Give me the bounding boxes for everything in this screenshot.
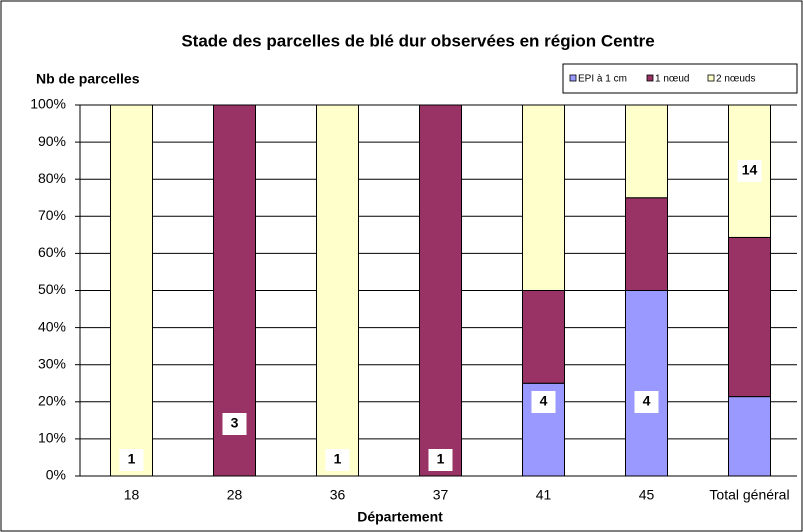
bar-segment bbox=[110, 104, 153, 477]
x-tick-label: 36 bbox=[330, 487, 346, 503]
y-tick-label: 90% bbox=[38, 133, 66, 149]
x-tick-label: 45 bbox=[639, 487, 655, 503]
bar-segment bbox=[728, 236, 771, 398]
x-tick-label: 28 bbox=[227, 487, 243, 503]
legend-swatch bbox=[646, 74, 654, 82]
legend-label: 2 nœuds bbox=[716, 74, 755, 85]
y-tick-label: 40% bbox=[38, 318, 66, 334]
bar-segment bbox=[316, 104, 359, 477]
x-tick-label: 37 bbox=[433, 487, 449, 503]
legend-swatch bbox=[707, 74, 715, 82]
y-tick-label: 30% bbox=[38, 355, 66, 371]
legend-swatch bbox=[569, 74, 577, 82]
y-tick-label: 70% bbox=[38, 207, 66, 223]
bar-segment bbox=[625, 197, 668, 291]
y-tick-label: 0% bbox=[46, 467, 66, 483]
count-label-box bbox=[325, 449, 350, 471]
count-label-box bbox=[737, 160, 762, 182]
count-label-box bbox=[531, 391, 556, 413]
bar-segment bbox=[625, 104, 668, 199]
count-label: 1 bbox=[334, 451, 342, 467]
x-tick-label: Total général bbox=[709, 487, 789, 503]
count-label: 4 bbox=[540, 393, 548, 409]
count-label: 4 bbox=[643, 393, 651, 409]
count-label: 1 bbox=[437, 451, 445, 467]
x-tick-label: 41 bbox=[536, 487, 552, 503]
count-label-box bbox=[634, 391, 659, 413]
legend-box bbox=[562, 63, 798, 94]
y-tick-label: 80% bbox=[38, 170, 66, 186]
y-tick-label: 100% bbox=[30, 96, 66, 112]
bar-segment bbox=[522, 104, 565, 291]
count-label: 1 bbox=[128, 451, 136, 467]
bar-segment bbox=[419, 104, 462, 477]
legend-label: EPI à 1 cm bbox=[578, 74, 627, 85]
count-label: 3 bbox=[231, 415, 239, 431]
count-label-box bbox=[222, 413, 247, 435]
y-tick-label: 60% bbox=[38, 244, 66, 260]
bar-segment bbox=[625, 290, 668, 477]
y-axis-title: Nb de parcelles bbox=[36, 71, 140, 87]
count-label: 14 bbox=[742, 162, 758, 178]
x-axis-title: Département bbox=[357, 509, 443, 525]
y-tick-label: 20% bbox=[38, 393, 66, 409]
chart-title: Stade des parcelles de blé dur observées… bbox=[181, 31, 654, 50]
count-label-box bbox=[428, 449, 453, 471]
bar-segment bbox=[728, 396, 771, 477]
y-tick-label: 10% bbox=[38, 430, 66, 446]
count-label-box bbox=[119, 449, 144, 471]
y-tick-label: 50% bbox=[38, 281, 66, 297]
x-tick-label: 18 bbox=[124, 487, 140, 503]
legend-label: 1 nœud bbox=[655, 74, 689, 85]
bar-segment bbox=[522, 290, 565, 384]
